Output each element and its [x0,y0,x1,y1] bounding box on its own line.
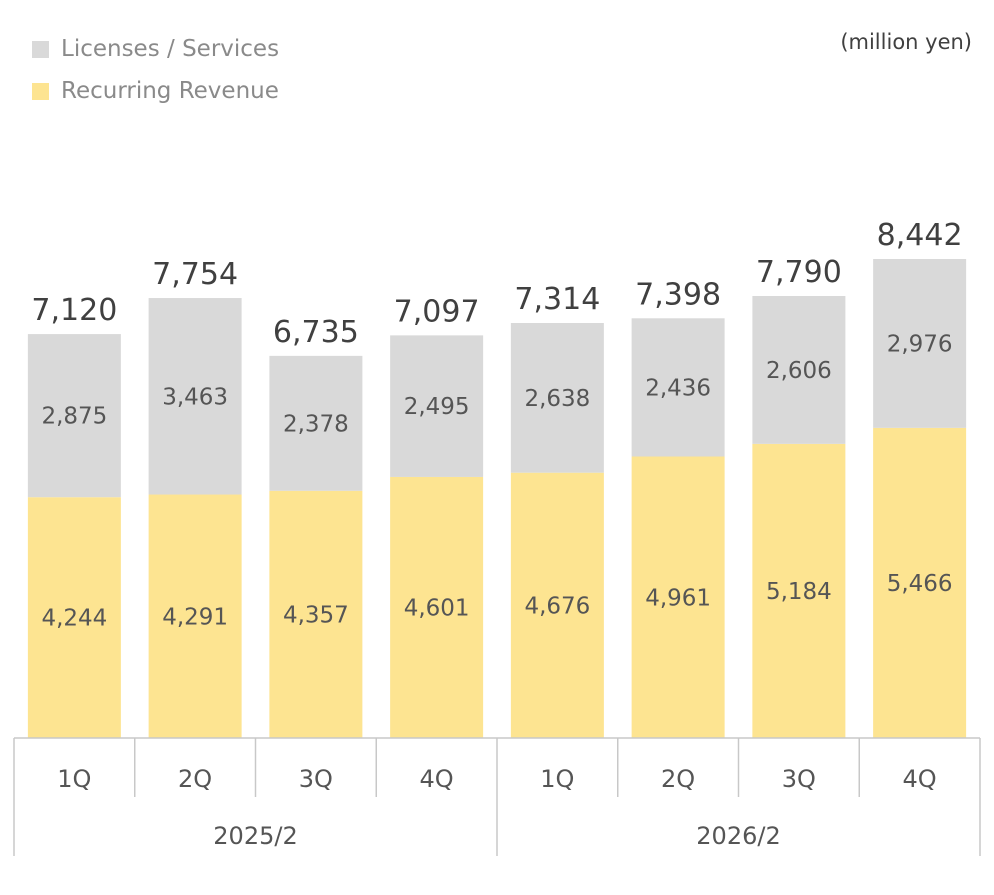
total-label: 7,314 [514,282,600,317]
x-tick-label: 1Q [540,765,574,793]
bar-recurring-revenue [390,476,484,738]
bar-recurring-revenue [510,472,604,738]
total-label: 7,754 [152,257,238,292]
data-label-licenses-services: 3,463 [162,384,228,410]
bar-recurring-revenue [873,427,967,738]
unit-label: (million yen) [840,30,972,54]
total-label: 7,120 [31,293,117,328]
data-label-licenses-services: 2,378 [283,411,349,437]
legend-item-recurring-revenue: Recurring Revenue [32,70,279,112]
bar-licenses-services [148,298,242,495]
legend-swatch-licenses-services [32,40,49,58]
data-label-recurring-revenue: 5,466 [887,571,953,597]
bar-licenses-services [269,355,363,491]
data-label-licenses-services: 2,976 [887,331,953,357]
data-label-recurring-revenue: 4,961 [645,585,711,611]
legend-item-licenses-services: Licenses / Services [32,28,279,70]
data-label-recurring-revenue: 4,244 [41,606,107,632]
bar-recurring-revenue [269,490,363,738]
x-tick-label: 3Q [299,765,333,793]
chart-legend: Licenses / Services Recurring Revenue [32,28,279,112]
data-label-recurring-revenue: 4,357 [283,602,349,628]
bar-recurring-revenue [631,456,725,738]
bar-licenses-services [27,334,121,498]
fiscal-year-label: 2026/2 [696,822,780,850]
x-tick-label: 3Q [782,765,816,793]
bar-licenses-services [752,295,846,444]
x-tick-label: 1Q [57,765,91,793]
fiscal-year-label: 2025/2 [213,822,297,850]
data-label-recurring-revenue: 4,601 [404,595,470,621]
legend-swatch-recurring-revenue [32,82,49,100]
total-label: 7,398 [635,277,721,312]
bar-recurring-revenue [148,494,242,738]
total-label: 7,097 [394,294,480,329]
x-tick-label: 4Q [420,765,454,793]
x-tick-label: 2Q [178,765,212,793]
bar-licenses-services [390,335,484,477]
total-label: 8,442 [877,218,963,253]
data-label-licenses-services: 2,875 [41,404,107,430]
data-label-licenses-services: 2,606 [766,358,832,384]
data-label-licenses-services: 2,436 [645,375,711,401]
total-label: 6,735 [273,315,359,350]
legend-label-recurring-revenue: Recurring Revenue [61,78,279,104]
total-label: 7,790 [756,255,842,290]
bar-recurring-revenue [27,497,121,738]
x-tick-label: 2Q [661,765,695,793]
data-label-recurring-revenue: 5,184 [766,579,832,605]
data-label-recurring-revenue: 4,676 [524,593,590,619]
data-label-recurring-revenue: 4,291 [162,604,228,630]
bar-recurring-revenue [752,443,846,738]
x-tick-label: 4Q [903,765,937,793]
bar-licenses-services [510,323,604,473]
data-label-licenses-services: 2,638 [524,386,590,412]
legend-label-licenses-services: Licenses / Services [61,36,280,62]
bar-licenses-services [873,259,967,428]
data-label-licenses-services: 2,495 [404,394,470,420]
bar-licenses-services [631,318,725,457]
